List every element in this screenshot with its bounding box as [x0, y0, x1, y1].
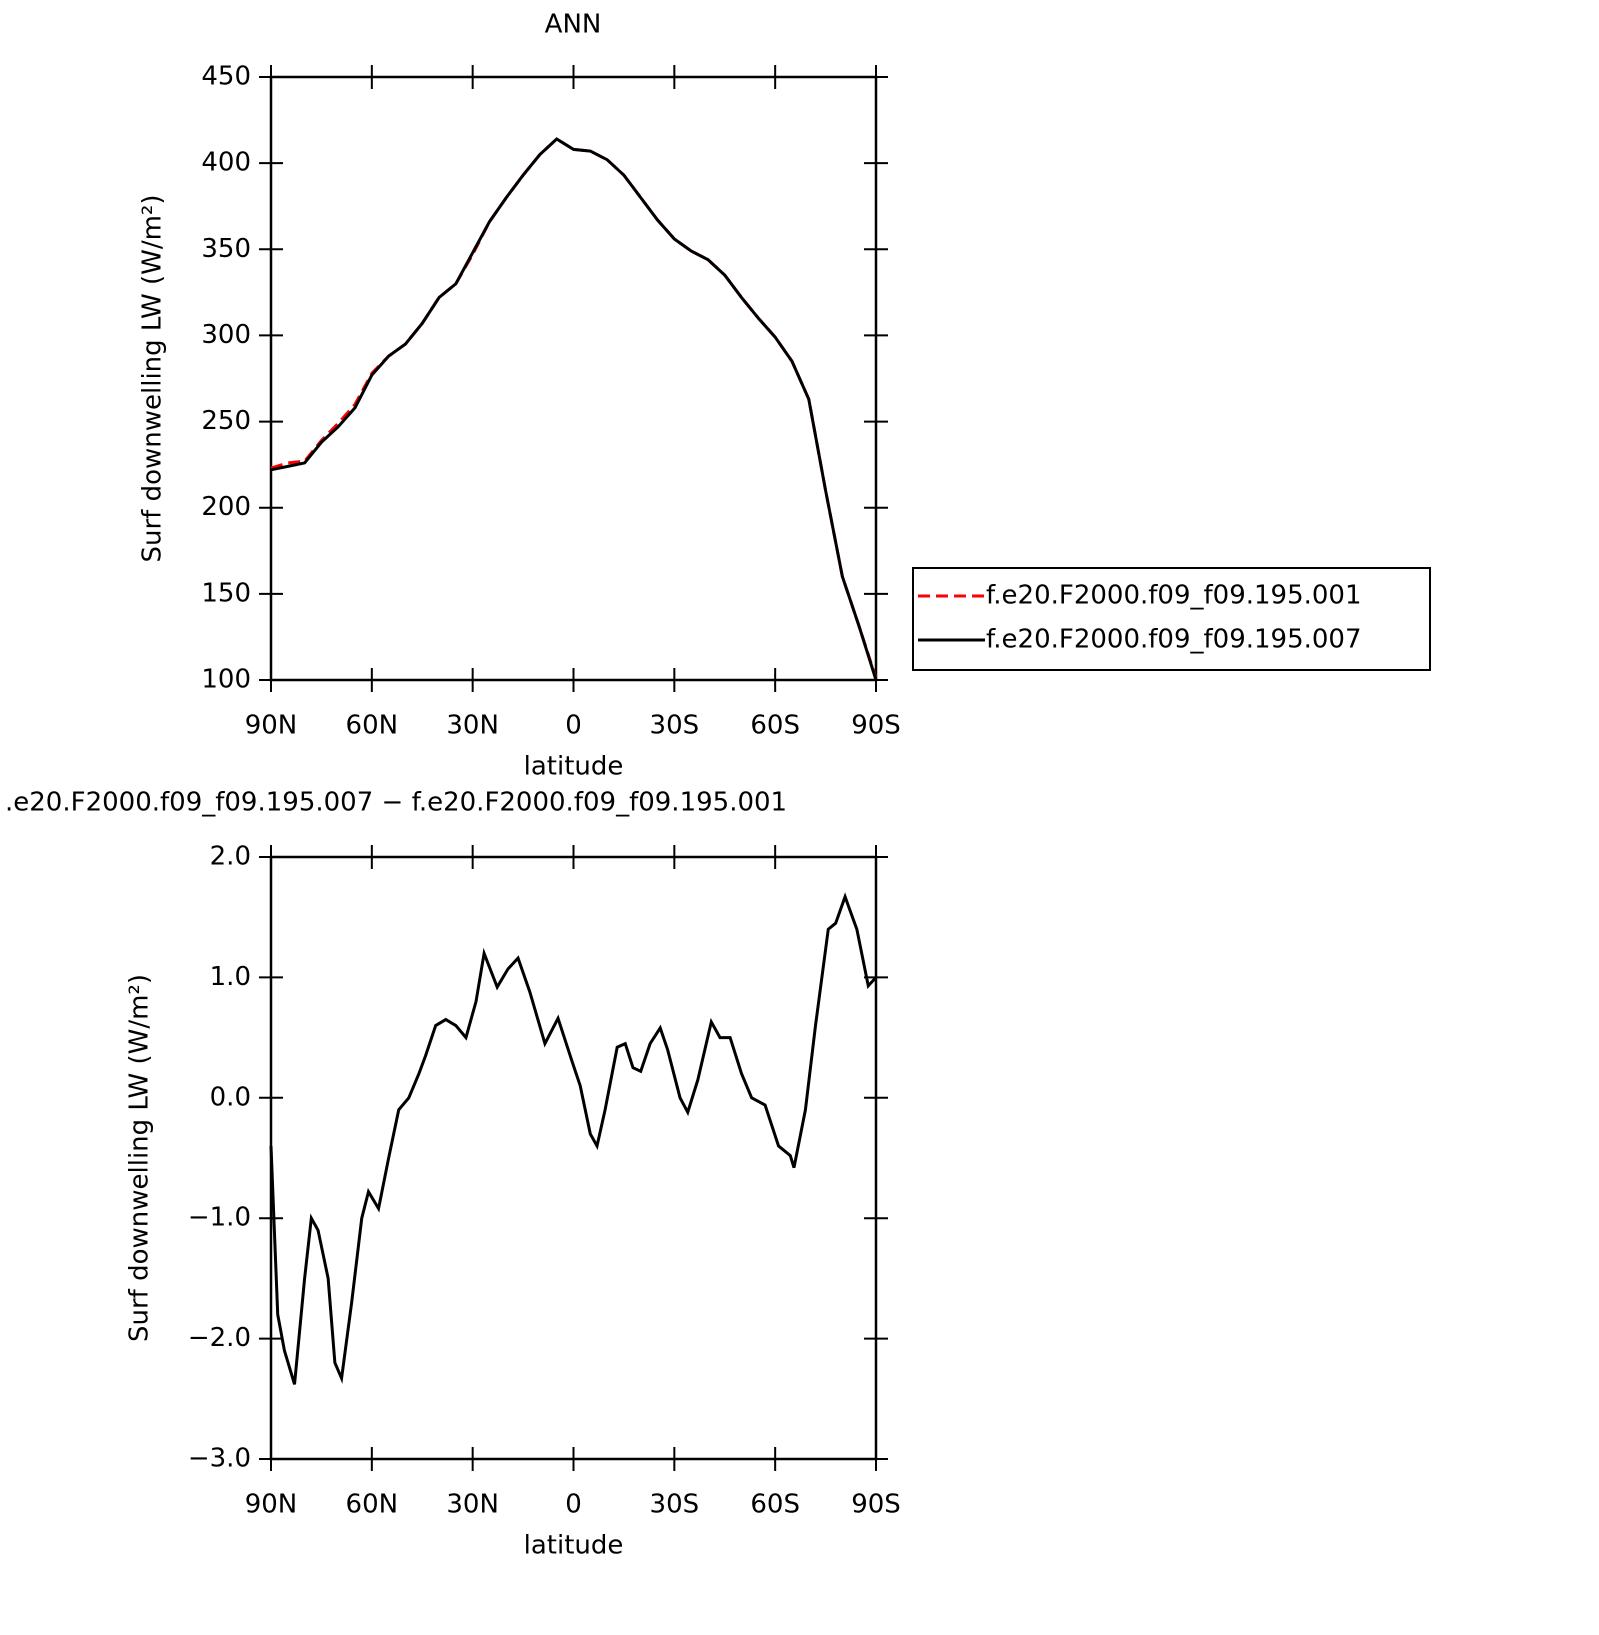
plot-frame [269, 855, 878, 1461]
series-line [270, 137, 878, 681]
y-tick-label: 2.0 [210, 842, 251, 872]
x-axis-label: latitude [524, 752, 624, 782]
series-line [269, 892, 878, 1385]
chart-title: ANN [545, 10, 602, 40]
x-axis-label: latitude [524, 1531, 624, 1561]
x-tick-label: 0 [565, 711, 582, 741]
x-tick-label: 30S [650, 1490, 700, 1520]
y-tick-label: 0.0 [210, 1082, 251, 1112]
x-tick-label: 30N [446, 711, 499, 741]
y-tick-label: 300 [201, 320, 251, 350]
x-tick-label: 60S [750, 1490, 800, 1520]
legend-label: f.e20.F2000.f09_f09.195.007 [986, 625, 1362, 655]
x-tick-label: 90S [851, 711, 901, 741]
x-tick-label: 60N [346, 711, 399, 741]
y-tick-label: 1.0 [210, 962, 251, 992]
y-tick-label: 150 [201, 578, 251, 608]
y-tick-label: 200 [201, 492, 251, 522]
y-tick-label: 250 [201, 406, 251, 436]
x-tick-label: 90N [245, 1490, 298, 1520]
chart-title: .e20.F2000.f09_f09.195.007 − f.e20.F2000… [5, 788, 787, 818]
plot-frame [269, 75, 878, 682]
legend-box [912, 567, 1431, 671]
y-axis-label: Surf downwelling LW (W/m²) [138, 195, 168, 563]
x-tick-label: 90N [245, 711, 298, 741]
x-tick-label: 90S [851, 1490, 901, 1520]
y-tick-label: −3.0 [188, 1444, 251, 1474]
series-line [270, 137, 878, 679]
legend-label: f.e20.F2000.f09_f09.195.001 [986, 581, 1362, 611]
y-tick-label: −2.0 [188, 1323, 251, 1353]
y-tick-label: 100 [201, 665, 251, 695]
x-tick-label: 60N [346, 1490, 399, 1520]
x-tick-label: 0 [565, 1490, 582, 1520]
y-tick-label: 450 [201, 62, 251, 92]
y-tick-label: 400 [201, 148, 251, 178]
x-tick-label: 30N [446, 1490, 499, 1520]
x-tick-label: 60S [750, 711, 800, 741]
y-tick-label: 350 [201, 234, 251, 264]
y-tick-label: −1.0 [188, 1203, 251, 1233]
x-tick-label: 30S [650, 711, 700, 741]
y-axis-label: Surf downwelling LW (W/m²) [125, 974, 155, 1342]
